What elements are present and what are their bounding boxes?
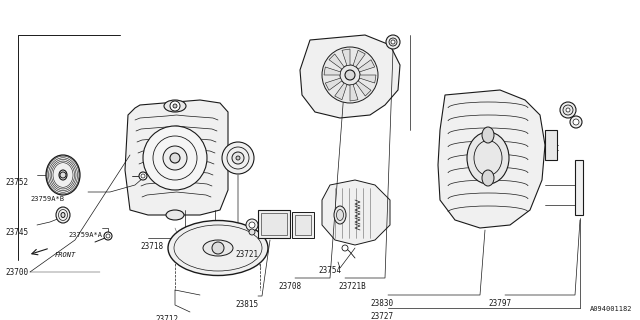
Circle shape — [232, 152, 244, 164]
Text: 23759A*B: 23759A*B — [30, 196, 64, 202]
Circle shape — [106, 234, 110, 238]
Bar — [292, 212, 314, 238]
Circle shape — [60, 172, 66, 178]
Ellipse shape — [203, 240, 233, 256]
Circle shape — [141, 174, 145, 178]
Ellipse shape — [482, 170, 494, 186]
Ellipse shape — [56, 207, 70, 223]
Polygon shape — [335, 83, 347, 100]
Ellipse shape — [46, 155, 80, 195]
Circle shape — [246, 219, 258, 231]
Polygon shape — [360, 75, 376, 83]
Bar — [295, 215, 311, 235]
Text: A094001182: A094001182 — [589, 306, 632, 312]
Bar — [545, 130, 557, 160]
Circle shape — [104, 232, 112, 240]
Circle shape — [563, 105, 573, 115]
Circle shape — [570, 116, 582, 128]
Circle shape — [170, 101, 180, 111]
Ellipse shape — [482, 127, 494, 143]
Circle shape — [143, 126, 207, 190]
Text: 23718: 23718 — [140, 242, 163, 251]
Circle shape — [212, 242, 224, 254]
Circle shape — [249, 229, 255, 235]
Circle shape — [345, 70, 355, 80]
Text: 23712: 23712 — [155, 315, 178, 320]
Ellipse shape — [166, 210, 184, 220]
Circle shape — [236, 156, 240, 160]
Polygon shape — [350, 84, 358, 101]
Polygon shape — [125, 100, 228, 215]
Ellipse shape — [334, 206, 346, 224]
Text: 23727: 23727 — [370, 312, 393, 320]
Circle shape — [153, 136, 197, 180]
Circle shape — [573, 119, 579, 125]
Polygon shape — [324, 67, 340, 75]
Ellipse shape — [61, 212, 65, 218]
Polygon shape — [438, 90, 545, 228]
Polygon shape — [322, 180, 390, 245]
Text: 23752: 23752 — [5, 178, 28, 187]
Polygon shape — [300, 35, 400, 118]
Ellipse shape — [168, 220, 268, 276]
Circle shape — [386, 35, 400, 49]
Polygon shape — [358, 60, 375, 72]
Circle shape — [249, 222, 255, 228]
Text: 23708: 23708 — [278, 282, 301, 291]
Ellipse shape — [337, 210, 344, 220]
Text: 23830: 23830 — [370, 299, 393, 308]
Text: 23721: 23721 — [235, 250, 258, 259]
Ellipse shape — [59, 170, 67, 180]
Bar — [575, 160, 583, 215]
Circle shape — [560, 102, 576, 118]
Circle shape — [227, 147, 249, 169]
Text: FRONT: FRONT — [55, 252, 76, 258]
Ellipse shape — [474, 140, 502, 175]
Polygon shape — [342, 49, 350, 66]
Text: 23721B: 23721B — [338, 282, 365, 291]
Circle shape — [342, 245, 348, 251]
Circle shape — [391, 40, 395, 44]
Ellipse shape — [174, 225, 262, 271]
Polygon shape — [353, 50, 365, 67]
Polygon shape — [356, 81, 371, 96]
Circle shape — [322, 47, 378, 103]
Ellipse shape — [467, 132, 509, 184]
Circle shape — [173, 104, 177, 108]
Circle shape — [170, 153, 180, 163]
Text: 23759A*A: 23759A*A — [68, 232, 102, 238]
Polygon shape — [325, 78, 342, 90]
Circle shape — [340, 65, 360, 85]
Circle shape — [163, 146, 187, 170]
Circle shape — [139, 172, 147, 180]
Polygon shape — [329, 54, 344, 69]
Circle shape — [222, 142, 254, 174]
Text: 23700: 23700 — [5, 268, 28, 277]
Circle shape — [389, 38, 397, 46]
Text: 23754: 23754 — [318, 266, 341, 275]
Bar — [261, 213, 287, 235]
Circle shape — [566, 108, 570, 112]
Ellipse shape — [58, 210, 67, 220]
Bar — [258, 210, 290, 238]
Text: 23797: 23797 — [488, 299, 511, 308]
Text: 23745: 23745 — [5, 228, 28, 237]
Text: 23815: 23815 — [235, 300, 258, 309]
Ellipse shape — [164, 100, 186, 112]
